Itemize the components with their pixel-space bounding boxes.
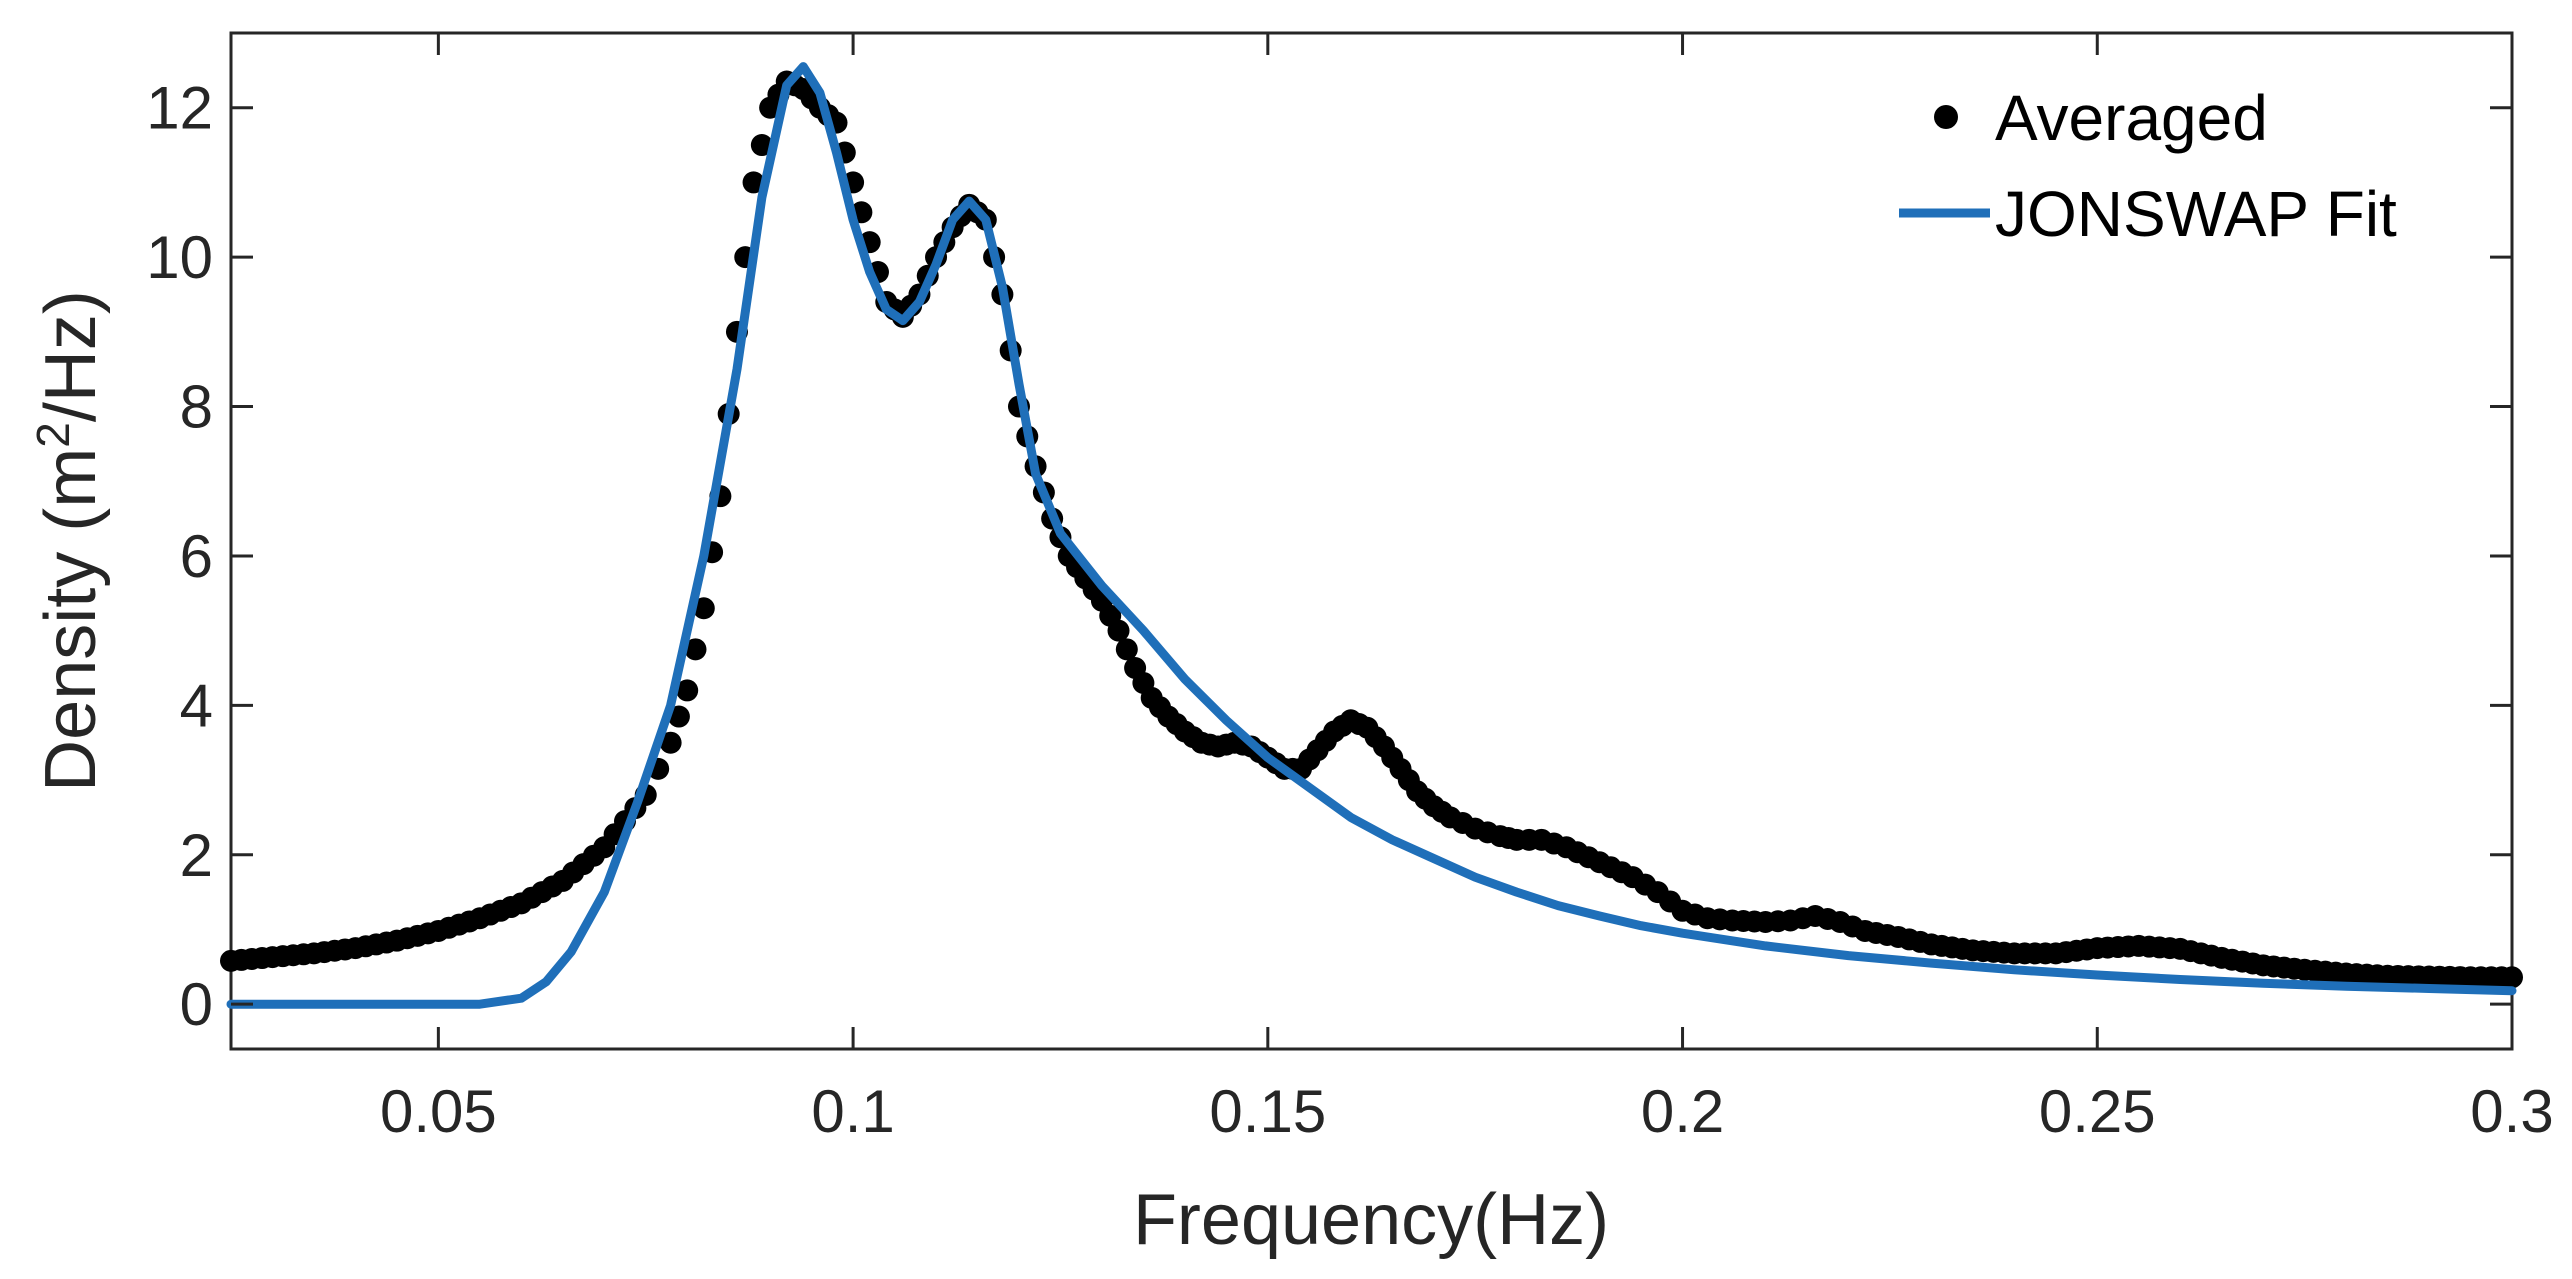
y-tick-label: 8 — [180, 374, 213, 441]
jonswap-fit-line — [226, 62, 2517, 1009]
averaged-point — [659, 731, 682, 754]
legend: Averaged JONSWAP Fit — [1899, 82, 2397, 250]
y-axis-title-main: Density (m — [31, 448, 111, 792]
averaged-point — [692, 597, 715, 620]
legend-label-jonswap: JONSWAP Fit — [1995, 178, 2397, 250]
legend-marker-averaged — [1934, 105, 1958, 129]
y-tick-label: 2 — [180, 822, 213, 889]
data-marks — [220, 62, 2523, 1009]
x-tick-label: 0.3 — [2470, 1078, 2553, 1145]
averaged-point — [2501, 966, 2523, 989]
x-tick-label: 0.1 — [811, 1078, 894, 1145]
y-tick-label: 12 — [146, 75, 213, 142]
x-axis: 0.05 0.1 0.15 0.2 0.25 0.3 — [380, 33, 2554, 1145]
y-axis: 0 2 4 6 8 10 12 — [146, 75, 2512, 1038]
y-tick-label: 6 — [180, 523, 213, 590]
y-axis-title: Density (m2/Hz) — [27, 290, 111, 792]
averaged-point — [742, 171, 765, 194]
y-axis-title-superscript: 2 — [27, 422, 79, 448]
y-tick-label: 0 — [180, 971, 213, 1038]
y-axis-title-tail: /Hz) — [31, 290, 111, 422]
x-tick-label: 0.15 — [1209, 1078, 1326, 1145]
averaged-point — [676, 679, 699, 702]
x-tick-label: 0.25 — [2039, 1078, 2156, 1145]
x-tick-label: 0.05 — [380, 1078, 497, 1145]
x-axis-title: Frequency(Hz) — [1133, 1180, 1609, 1260]
axes-box — [229, 31, 2514, 1051]
averaged-point — [1115, 638, 1138, 661]
averaged-point — [750, 134, 773, 157]
averaged-point — [1107, 619, 1130, 642]
legend-label-averaged: Averaged — [1995, 82, 2268, 154]
plot-area — [220, 31, 2523, 1051]
y-tick-label: 10 — [146, 224, 213, 291]
y-tick-label: 4 — [180, 672, 213, 739]
x-tick-label: 0.2 — [1641, 1078, 1724, 1145]
averaged-point — [684, 638, 707, 661]
